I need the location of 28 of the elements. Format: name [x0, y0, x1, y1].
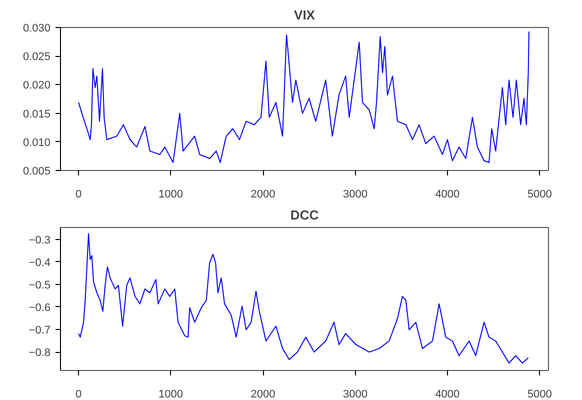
x-tick-label: 4000 — [435, 188, 460, 200]
x-tick-label: 1000 — [158, 388, 184, 400]
x-tick-label: 3000 — [342, 188, 368, 200]
y-tick-label: 0.025 — [22, 51, 51, 64]
y-tick-label: 0.005 — [22, 166, 51, 178]
line-series — [78, 233, 529, 364]
y-tick-label: −0.3 — [28, 234, 51, 246]
x-tick-label: 5000 — [527, 388, 552, 400]
x-tick-label: 1000 — [158, 188, 184, 200]
y-tick-label: 0.015 — [22, 108, 51, 120]
y-tick-label: −0.7 — [28, 324, 51, 337]
x-tick-label: 0 — [76, 388, 82, 400]
y-tick-label: 0.010 — [22, 136, 51, 149]
y-tick-label: −0.8 — [28, 347, 51, 360]
y-tick-label: −0.4 — [28, 256, 51, 269]
y-tick-label: −0.6 — [28, 302, 51, 314]
x-tick-label: 3000 — [342, 388, 368, 400]
x-tick-label: 2000 — [250, 188, 276, 200]
chart-title: VIX — [294, 8, 316, 22]
chart-title: DCC — [290, 208, 320, 222]
y-tick-label: −0.5 — [28, 279, 51, 292]
x-tick-label: 2000 — [250, 388, 276, 400]
y-tick-label: 0.030 — [22, 22, 51, 34]
y-tick-label: 0.020 — [22, 80, 51, 92]
x-tick-label: 5000 — [527, 188, 552, 200]
x-tick-label: 4000 — [435, 388, 460, 400]
line-series — [78, 31, 530, 163]
x-tick-label: 0 — [76, 188, 82, 200]
